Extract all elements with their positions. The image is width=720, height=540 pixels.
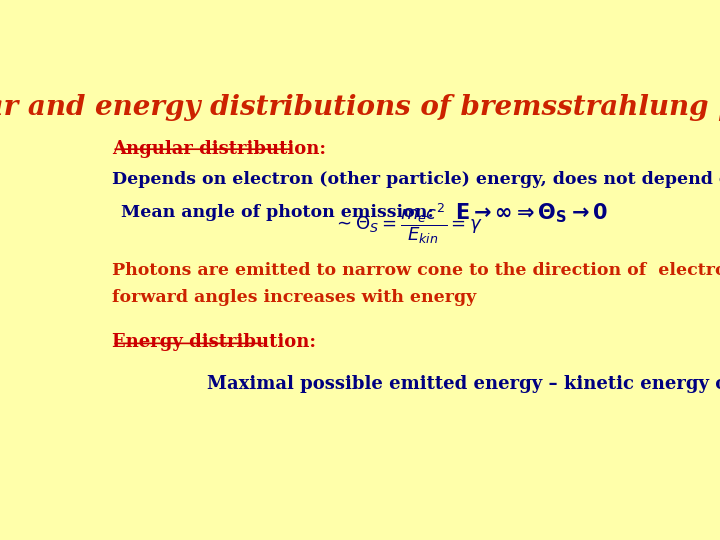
Text: $\mathbf{E \rightarrow \infty \Rightarrow \Theta_S \rightarrow 0}$: $\mathbf{E \rightarrow \infty \Rightarro… bbox=[456, 201, 608, 225]
Text: Angular distribution:: Angular distribution: bbox=[112, 140, 326, 158]
Text: Mean angle of photon emission:: Mean angle of photon emission: bbox=[121, 204, 433, 221]
Text: Depends on electron (other particle) energy, does not depend on emitted photon e: Depends on electron (other particle) ene… bbox=[112, 171, 720, 188]
Text: Angular and energy distributions of bremsstrahlung photons: Angular and energy distributions of brem… bbox=[0, 94, 720, 121]
Text: Photons are emitted to narrow cone to the direction of  electron motion, prefere: Photons are emitted to narrow cone to th… bbox=[112, 262, 720, 279]
Text: $\sim \Theta_S = \dfrac{m_e c^2}{E_{kin}} = \gamma$: $\sim \Theta_S = \dfrac{m_e c^2}{E_{kin}… bbox=[333, 201, 482, 246]
Text: Maximal possible emitted energy – kinetic energy of electron: Maximal possible emitted energy – kineti… bbox=[207, 375, 720, 393]
Text: forward angles increases with energy: forward angles increases with energy bbox=[112, 289, 477, 306]
Text: Energy distribution:: Energy distribution: bbox=[112, 333, 316, 351]
